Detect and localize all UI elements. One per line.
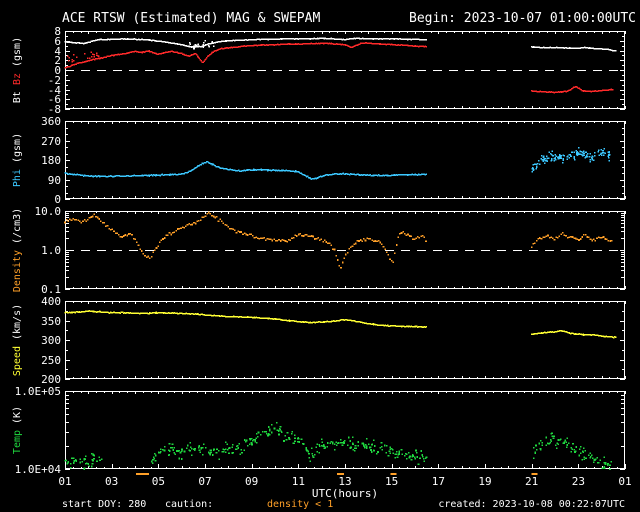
caution-marker bbox=[136, 473, 149, 475]
panel-temp: 1.0E+05 1.0E+04 Temp (K) bbox=[12, 385, 626, 476]
x-axis-title: UTC(hours) bbox=[312, 487, 378, 500]
x-tick-label: 11 bbox=[292, 475, 305, 488]
x-tick-label: 17 bbox=[432, 475, 445, 488]
y-tick-label: 10.0 bbox=[35, 205, 62, 218]
caution-label: caution: bbox=[165, 499, 214, 510]
x-tick-label: 09 bbox=[245, 475, 258, 488]
y-tick-label: -6 bbox=[48, 93, 61, 106]
y-tick-label: 350 bbox=[41, 315, 61, 328]
series-Temp bbox=[64, 421, 613, 471]
y-tick-label: 4 bbox=[54, 45, 61, 58]
page-title: ACE RTSW (Estimated) MAG & SWEPAM bbox=[62, 11, 321, 26]
x-tick-label: 05 bbox=[152, 475, 165, 488]
begin-timestamp: Begin: 2023-10-07 01:00:00UTC bbox=[409, 11, 636, 26]
y-tick-label: 360 bbox=[41, 115, 61, 128]
x-tick-label: 03 bbox=[105, 475, 118, 488]
x-tick-label: 23 bbox=[572, 475, 585, 488]
x-tick-label: 19 bbox=[478, 475, 491, 488]
panel-phi: 360 270 180 90 0 Phi (gsm) bbox=[12, 115, 626, 206]
y-tick-label: 0 bbox=[54, 64, 61, 77]
caution-marker bbox=[390, 473, 397, 475]
y-tick-label: -4 bbox=[48, 84, 62, 97]
created-timestamp: created: 2023-10-08 00:22:07UTC bbox=[438, 499, 625, 510]
y-tick-label: -2 bbox=[48, 74, 61, 87]
x-tick-label: 13 bbox=[338, 475, 351, 488]
y-tick-label: 270 bbox=[41, 135, 61, 148]
series-Density bbox=[64, 211, 613, 269]
y-axis-label-bt-bz: Bt Bz (gsm) bbox=[12, 37, 23, 103]
y-tick-label: 200 bbox=[41, 373, 61, 386]
series-Phi bbox=[64, 160, 427, 180]
y-tick-label: 1.0E+04 bbox=[15, 463, 62, 476]
y-tick-label: 2 bbox=[54, 54, 61, 67]
x-tick-label: 07 bbox=[198, 475, 211, 488]
y-tick-label: 300 bbox=[41, 334, 61, 347]
series-Bz-early-scatter bbox=[66, 51, 100, 63]
y-axis-label-phi: Phi (gsm) bbox=[12, 133, 23, 187]
caution-marker bbox=[336, 473, 344, 475]
x-tick-label: 01 bbox=[58, 475, 71, 488]
y-tick-label: 1.0 bbox=[41, 244, 61, 257]
caution-marker bbox=[531, 473, 538, 475]
y-tick-label: 90 bbox=[48, 174, 61, 187]
series-Bz bbox=[64, 42, 614, 94]
x-axis: 01 03 05 07 09 11 13 15 17 19 21 23 01 UTC(hours) bbox=[58, 475, 631, 500]
start-doy-label: start DOY: 280 bbox=[62, 499, 147, 510]
y-axis-label-density: Density (/cm3) bbox=[12, 208, 23, 292]
y-tick-label: 180 bbox=[41, 154, 61, 167]
caution-value: density < 1 bbox=[267, 499, 334, 510]
panel-speed: 400 350 300 250 200 Speed (km/s) bbox=[12, 295, 626, 386]
caution-markers bbox=[136, 473, 538, 475]
y-tick-label: 6 bbox=[54, 35, 61, 48]
y-tick-label: 0.1 bbox=[41, 283, 61, 296]
y-tick-label: 0 bbox=[54, 193, 61, 206]
y-tick-label: 250 bbox=[41, 354, 61, 367]
x-tick-label: 21 bbox=[525, 475, 538, 488]
y-tick-label: -8 bbox=[48, 103, 61, 116]
series-Speed bbox=[64, 310, 617, 339]
x-tick-label: 01 bbox=[618, 475, 631, 488]
y-axis-label-temp: Temp (K) bbox=[12, 406, 23, 454]
y-tick-label: 1.0E+05 bbox=[15, 385, 61, 398]
x-tick-label: 15 bbox=[385, 475, 398, 488]
y-tick-label: 400 bbox=[41, 295, 61, 308]
y-axis-label-speed: Speed (km/s) bbox=[12, 304, 23, 376]
series-Bt-notch-scatter bbox=[188, 40, 215, 50]
series-Bt bbox=[64, 37, 617, 52]
y-tick-label: 8 bbox=[54, 25, 61, 38]
panel-density: 10.0 1.0 0.1 Density (/cm3) bbox=[12, 205, 626, 296]
series-Phi-late-scatter bbox=[531, 146, 611, 173]
